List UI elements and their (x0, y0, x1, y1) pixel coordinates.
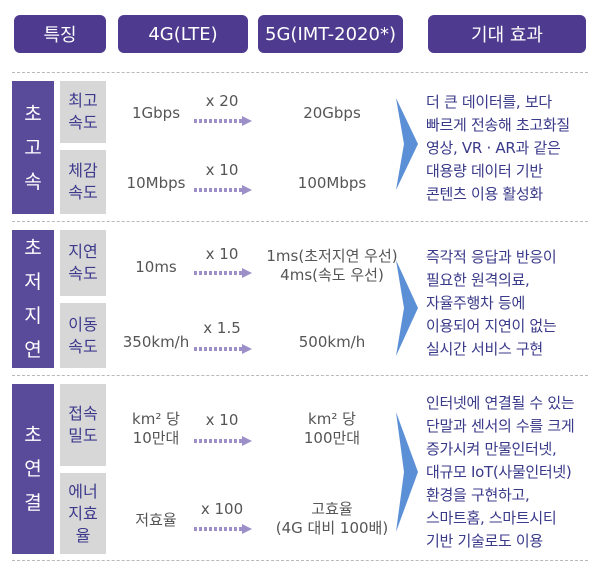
category-hyper-connectivity: 초연결 (12, 384, 54, 554)
5g-value: km² 당 100만대 (303, 410, 361, 447)
5g-value: 1ms(초저지연 우선) 4ms(속도 우선) (266, 247, 398, 284)
row-label-latency: 지연속도 (60, 230, 106, 296)
divider (12, 221, 588, 222)
category-label: 초고속 (24, 102, 42, 193)
5g-value: 고효율 (4G 대비 100배) (275, 500, 389, 537)
expected-effect-text: 더 큰 데이터를, 보다 빠르게 전송해 초고화질 영상, VR · AR과 같… (426, 93, 570, 203)
row-label-user-speed: 체감속도 (60, 150, 106, 214)
dotted-arrow-icon (194, 268, 252, 278)
category-ultra-fast: 초고속 (12, 81, 54, 214)
category-label: 초저지연 (24, 237, 42, 361)
header-4g: 4G(LTE) (118, 15, 248, 53)
divider (12, 560, 588, 561)
multiplier: x 20 (205, 92, 239, 110)
header-5g: 5G(IMT-2020*) (258, 15, 403, 53)
multiplier: x 10 (205, 411, 239, 429)
header-feature: 특징 (14, 15, 106, 53)
lte-value: 저효율 (135, 511, 177, 529)
lte-value: 10ms (135, 258, 177, 276)
dotted-arrow-icon (194, 116, 252, 126)
5g-value: 20Gbps (303, 104, 361, 122)
row-label-mobility: 이동속도 (60, 303, 106, 368)
row-label-connection-density: 접속밀도 (60, 384, 106, 466)
5g-value: 500km/h (298, 333, 366, 351)
row-label-energy-efficiency: 에너지효율 (60, 473, 106, 554)
header-effect: 기대 효과 (428, 15, 586, 53)
category-ultra-low-latency: 초저지연 (12, 230, 54, 368)
lte-value: km² 당 10만대 (132, 410, 180, 447)
expected-effect-text: 인터넷에 연결될 수 있는 단말과 센서의 수를 크게 증가시켜 만물인터넷, … (426, 394, 575, 550)
chevron-right-icon (396, 98, 418, 190)
lte-value: 1Gbps (131, 104, 181, 122)
5g-value: 100Mbps (297, 174, 367, 192)
chevron-right-icon (396, 412, 418, 532)
expected-effect-text: 즉각적 응답과 반응이 필요한 원격의료, 자율주행차 등에 이용되어 지연이 … (426, 248, 557, 358)
dotted-arrow-icon (194, 344, 252, 354)
multiplier: x 1.5 (203, 319, 241, 337)
divider (12, 375, 588, 376)
dotted-arrow-icon (194, 524, 252, 534)
dotted-arrow-icon (194, 436, 252, 446)
divider (12, 72, 588, 73)
row-label-peak-speed: 최고속도 (60, 81, 106, 143)
multiplier: x 10 (205, 161, 239, 179)
chevron-right-icon (396, 260, 418, 356)
dotted-arrow-icon (194, 185, 252, 195)
lte-value: 10Mbps (126, 174, 186, 192)
category-label: 초연결 (24, 424, 42, 514)
lte-value: 350km/h (122, 333, 190, 351)
multiplier: x 100 (200, 500, 244, 518)
multiplier: x 10 (205, 245, 239, 263)
